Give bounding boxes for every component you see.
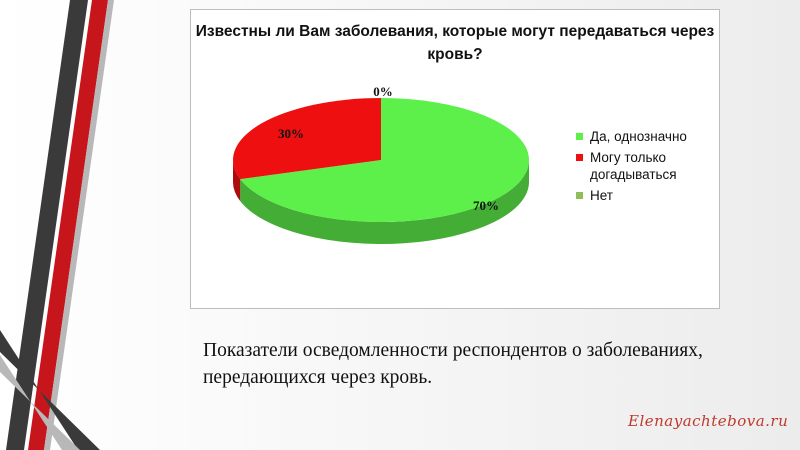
- chart-legend: Да, однозначно Могу только догадываться Не…: [576, 128, 721, 208]
- pie-slice-side-0: [240, 160, 529, 244]
- legend-swatch-1: [576, 154, 583, 161]
- pie-slice-0: [240, 98, 529, 222]
- slide-caption: Показатели осведомленности респондентов …: [203, 340, 703, 388]
- pie-slice-1: [233, 98, 381, 180]
- legend-swatch-2: [576, 192, 583, 199]
- stripe-gray-top: [44, 0, 114, 450]
- legend-swatch-0: [576, 133, 583, 140]
- data-label-2: 0%: [373, 84, 393, 99]
- chart-title: Известны ли Вам заболевания, которые мог…: [195, 23, 715, 63]
- legend-label-0: Да, однозначно: [590, 129, 687, 144]
- data-label-0: 70%: [473, 198, 499, 213]
- legend-label-1: Могу только догадываться: [590, 150, 677, 182]
- legend-label-2: Нет: [590, 188, 613, 203]
- stripe-red-top: [28, 0, 108, 450]
- legend-item-0: Да, однозначно: [576, 128, 721, 145]
- legend-item-1: Могу только догадываться: [576, 149, 721, 183]
- stripe-dark-top: [6, 0, 88, 450]
- pie-chart: 70% 30% 0%: [233, 84, 529, 244]
- data-label-1: 30%: [278, 126, 304, 141]
- pie-slice-side-1: [233, 160, 241, 202]
- chart-panel: Известны ли Вам заболевания, которые мог…: [190, 9, 720, 309]
- watermark-signature: Elenayachtebova.ru: [628, 412, 789, 430]
- legend-item-2: Нет: [576, 187, 721, 204]
